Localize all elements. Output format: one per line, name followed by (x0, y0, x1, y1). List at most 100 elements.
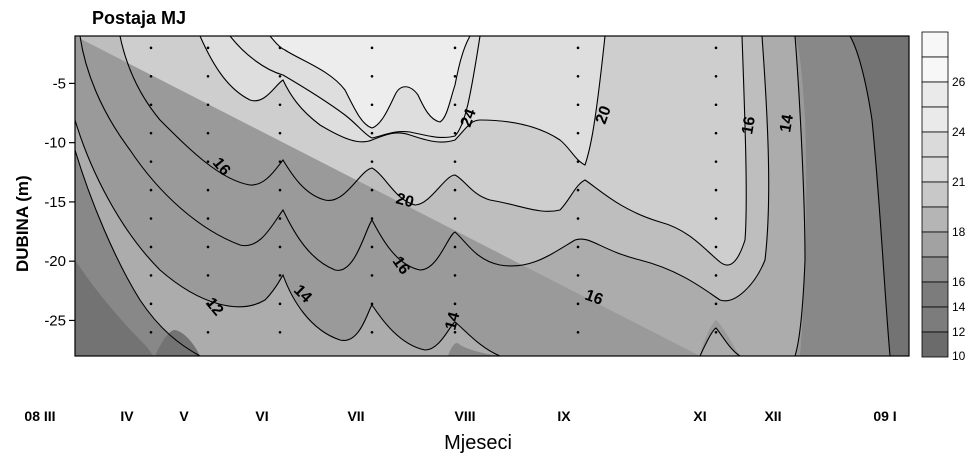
x-category-label: 08 III (24, 408, 55, 424)
sample-point (206, 46, 210, 50)
y-tick-label: -15 (44, 194, 66, 211)
contour-line-21 (199, 36, 606, 166)
contour-line-12 (75, 149, 201, 356)
colorbar-swatch (921, 181, 949, 208)
sampling-points (149, 46, 718, 334)
colorbar-swatch (921, 231, 949, 258)
sample-point (149, 245, 153, 249)
sample-point (278, 245, 282, 249)
sample-point (453, 274, 457, 277)
y-tick-label: -10 (44, 135, 66, 152)
sample-point (576, 74, 580, 78)
sample-point (206, 274, 210, 277)
x-axis-label: Mjeseci (444, 432, 512, 454)
contour-line-24 (229, 36, 481, 139)
sample-point (370, 245, 374, 249)
sample-point (453, 160, 457, 163)
sample-point (370, 160, 374, 163)
contour-line-14c (794, 36, 806, 356)
contour-line-26 (269, 36, 471, 129)
sample-point (370, 274, 374, 277)
colorbar-swatch (921, 306, 949, 333)
colorbar-level-label: 18 (952, 225, 966, 239)
sample-point (278, 131, 282, 135)
sample-point (206, 217, 210, 220)
sample-point (370, 330, 374, 334)
sample-point (149, 302, 153, 306)
sample-point (278, 330, 282, 334)
colorbar-level-label: 21 (952, 175, 966, 189)
sample-point (576, 302, 580, 306)
contour-label-14a: 14 (777, 113, 797, 134)
sample-point (278, 46, 282, 50)
colorbar-swatch (921, 131, 949, 158)
y-axis-label: DUBINA (m) (13, 175, 32, 272)
sample-point (149, 46, 153, 50)
sample-point (206, 245, 210, 249)
x-category-label: XI (693, 408, 706, 424)
sample-point (149, 74, 153, 78)
sample-point (206, 131, 210, 135)
sample-point (453, 302, 457, 306)
colorbar-swatch (921, 81, 949, 108)
contour-lines (75, 36, 891, 356)
sample-point (714, 160, 718, 163)
y-tick-label: -25 (44, 312, 66, 329)
sample-point (576, 330, 580, 334)
contour-labels: 24 20 16 14 16 20 16 16 14 14 12 (202, 104, 797, 332)
colorbar-swatch (921, 31, 949, 58)
sample-point (370, 188, 374, 192)
sample-point (576, 245, 580, 249)
colorbar-level-label: 14 (952, 300, 966, 314)
contour-line-14b (699, 327, 741, 356)
colorbar-level-label: 24 (952, 125, 966, 139)
x-category-label: VII (347, 408, 364, 424)
colorbar-swatch (921, 256, 949, 283)
contour-label-20a: 20 (593, 104, 615, 127)
contour-label-14c: 14 (442, 310, 463, 332)
sample-point (453, 74, 457, 78)
contour-plot-area (75, 36, 909, 356)
colorbar-legend: 26 24 21 18 16 14 12 10 (921, 31, 966, 363)
sample-point (370, 103, 374, 107)
colorbar-level-label: 26 (952, 75, 966, 89)
colorbar-swatch (921, 331, 949, 358)
sample-point (149, 188, 153, 192)
sample-point (149, 330, 153, 334)
sample-point (714, 188, 718, 192)
x-category-label: IV (120, 408, 134, 424)
x-category-label: 09 I (873, 408, 896, 424)
contour-label-16a: 16 (739, 115, 759, 136)
contour-label-16d: 16 (583, 287, 606, 309)
sample-point (453, 217, 457, 220)
colorbar-level-label: 12 (952, 325, 966, 339)
sample-point (453, 330, 457, 334)
sample-point (206, 330, 210, 334)
sample-point (714, 74, 718, 78)
sample-point (453, 188, 457, 192)
sample-point (453, 103, 457, 107)
colorbar-swatch (921, 56, 949, 83)
sample-point (370, 217, 374, 220)
sample-point (370, 302, 374, 306)
x-category-label: VI (255, 408, 268, 424)
sample-point (576, 274, 580, 277)
sample-point (370, 74, 374, 78)
sample-point (149, 131, 153, 135)
sample-point (149, 217, 153, 220)
x-axis: 08 III IV V VI VII VIII IX XI XII 09 I (24, 408, 896, 424)
sample-point (278, 103, 282, 107)
sample-point (714, 302, 718, 306)
colorbar-level-label: 16 (952, 275, 966, 289)
sample-point (576, 160, 580, 163)
sample-point (714, 245, 718, 249)
sample-point (278, 217, 282, 220)
sample-point (278, 188, 282, 192)
sample-point (206, 302, 210, 306)
sample-point (278, 74, 282, 78)
sample-point (278, 274, 282, 277)
sample-point (576, 217, 580, 220)
x-category-label: XII (764, 408, 781, 424)
x-category-label: VIII (454, 408, 475, 424)
